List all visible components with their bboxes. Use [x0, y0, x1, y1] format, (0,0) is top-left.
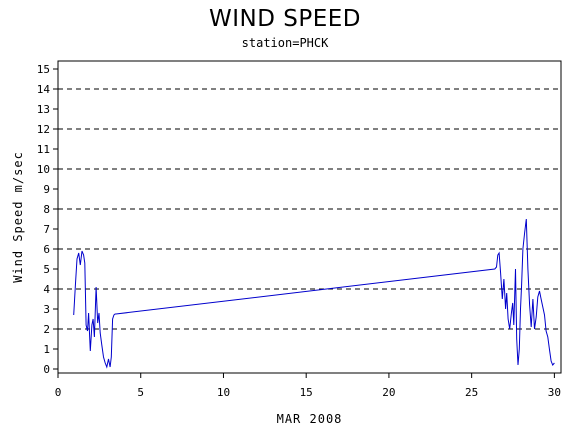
x-tick-label-10: 10: [217, 386, 230, 399]
y-tick-label-11: 11: [37, 143, 50, 156]
x-tick-label-20: 20: [382, 386, 395, 399]
y-tick-label-10: 10: [37, 163, 50, 176]
y-tick-label-9: 9: [43, 183, 50, 196]
series-group: [73, 218, 555, 369]
x-tick-label-15: 15: [300, 386, 313, 399]
y-tick-label-1: 1: [43, 343, 50, 356]
y-tick-label-8: 8: [43, 203, 50, 216]
x-tick-label-0: 0: [55, 386, 62, 399]
x-tick-label-25: 25: [465, 386, 478, 399]
y-tick-label-14: 14: [37, 83, 51, 96]
x-axis-label: MAR 2008: [277, 412, 343, 426]
series-line-0: [73, 218, 555, 369]
y-tick-label-4: 4: [43, 283, 50, 296]
y-axis-label: Wind Speed m/sec: [11, 151, 25, 283]
y-tick-label-13: 13: [37, 103, 50, 116]
grid-lines: [58, 88, 561, 330]
x-tick-label-5: 5: [137, 386, 144, 399]
y-tick-label-5: 5: [43, 263, 50, 276]
chart-title: WIND SPEED: [209, 6, 361, 32]
y-tick-label-6: 6: [43, 243, 50, 256]
y-tick-label-12: 12: [37, 123, 50, 136]
plot-frame: [57, 60, 562, 374]
y-tick-label-15: 15: [37, 63, 50, 76]
y-tick-label-3: 3: [43, 303, 50, 316]
y-tick-label-2: 2: [43, 323, 50, 336]
y-tick-label-0: 0: [43, 363, 50, 376]
x-tick-label-30: 30: [548, 386, 561, 399]
y-tick-label-7: 7: [43, 223, 50, 236]
chart-subtitle: station=PHCK: [241, 36, 329, 50]
x-axis-ticks: 0 5 10 15 20 25 30: [55, 373, 561, 399]
